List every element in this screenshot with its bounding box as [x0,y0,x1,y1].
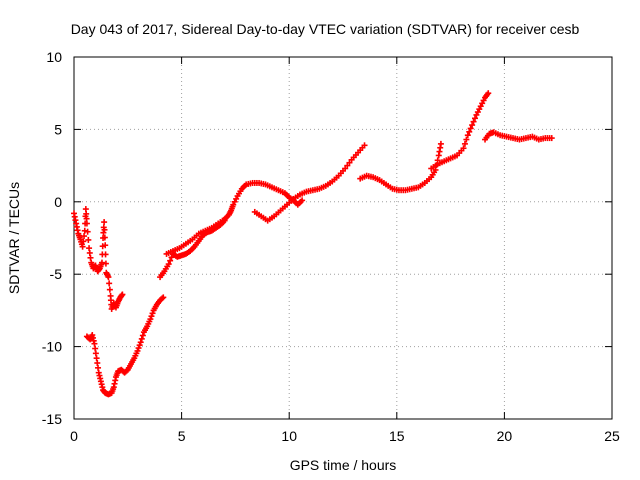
data-point [461,140,468,147]
data-point [147,316,154,323]
data-point [299,197,306,204]
data-marks [71,90,555,398]
data-point [471,115,478,122]
data-point [101,234,108,241]
x-tick-label: 25 [604,428,620,444]
data-point [460,145,467,152]
data-point [470,118,477,125]
data-point [84,228,91,235]
data-point [135,345,142,352]
x-tick-label: 5 [178,428,186,444]
data-point [137,339,144,346]
x-tick-label: 20 [497,428,513,444]
x-tick-label: 10 [281,428,297,444]
axis-ticks: 0 5 10 15 20 25 -15 -10 -5 0 5 10 [42,49,620,444]
data-point [469,122,476,129]
y-tick-label: 10 [46,49,62,65]
data-point [98,259,105,266]
x-axis-label: GPS time / hours [290,457,397,473]
data-point [106,286,113,293]
data-point [159,295,166,302]
data-point [464,132,471,139]
x-tick-label: 0 [70,428,78,444]
y-tick-label: 5 [54,121,62,137]
data-point [81,233,88,240]
data-point [102,260,109,267]
data-point [148,313,155,320]
data-point [463,136,470,143]
y-tick-label: -15 [42,411,62,427]
data-point [101,219,108,226]
plot-frame [73,56,613,420]
data-point [437,140,444,147]
x-tick-label: 15 [389,428,405,444]
data-point [101,226,108,233]
grid-lines [74,57,612,419]
y-tick-label: 0 [54,194,62,210]
data-point [165,261,172,268]
chart-title: Day 043 of 2017, Sidereal Day-to-day VTE… [71,21,580,37]
data-point [149,310,156,317]
data-point [105,274,112,281]
data-point [466,128,473,135]
data-point [119,291,126,298]
data-point [139,332,146,339]
data-point [136,342,143,349]
data-point [138,335,145,342]
data-point [83,220,90,227]
data-point [167,257,174,264]
y-tick-label: -5 [50,266,63,282]
data-point [102,251,109,258]
data-point [85,236,92,243]
data-point [81,227,88,234]
y-axis-label: SDTVAR / TECUs [6,182,22,294]
data-point [79,243,86,250]
data-point [548,135,555,142]
data-point [80,238,87,245]
data-point [106,280,113,287]
data-point [134,347,141,354]
data-point [467,125,474,132]
data-point [160,294,167,301]
y-tick-label: -10 [42,339,62,355]
data-point [102,242,109,249]
data-point [485,90,492,97]
data-point [361,142,368,149]
data-point [100,229,107,236]
